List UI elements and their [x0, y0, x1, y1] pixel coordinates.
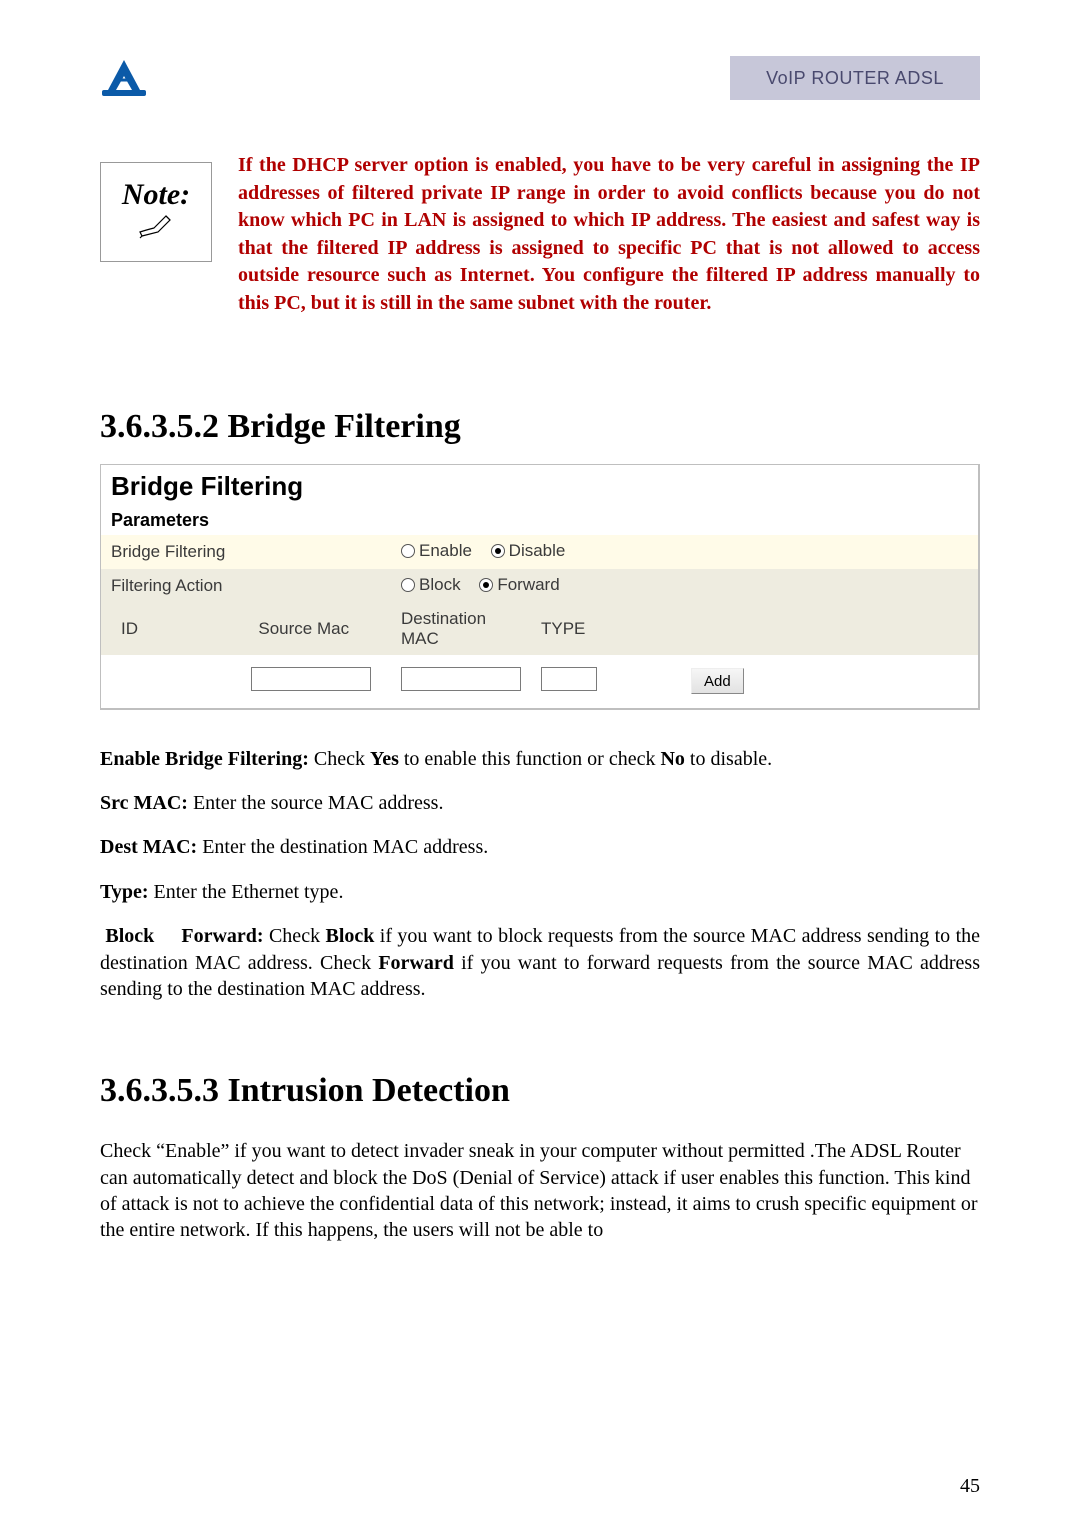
para-src-mac: Src MAC: Enter the source MAC address.	[100, 790, 980, 816]
hand-writing-icon	[136, 212, 176, 245]
panel-subtitle: Parameters	[101, 506, 978, 535]
row2-label: Filtering Action	[101, 569, 391, 603]
radio-disable[interactable]: Disable	[491, 541, 566, 561]
bridge-filtering-panel: Bridge Filtering Parameters Bridge Filte…	[100, 464, 980, 710]
para-enable-label: Enable Bridge Filtering:	[100, 748, 309, 770]
para-block-forward: Block Forward: Check Block if you want t…	[100, 923, 980, 1002]
note-icon: Note:	[100, 162, 212, 262]
hdr-dst: Destination MAC	[391, 603, 531, 655]
header-band: VoIP ROUTER ADSL	[730, 56, 980, 100]
destination-mac-input[interactable]	[401, 667, 521, 691]
radio-dot-icon	[401, 544, 415, 558]
para-dest-mac: Dest MAC: Enter the destination MAC addr…	[100, 834, 980, 860]
para-intrusion: Check “Enable” if you want to detect inv…	[100, 1138, 980, 1244]
hdr-src: Source Mac	[248, 613, 381, 645]
radio-forward[interactable]: Forward	[479, 575, 559, 595]
section-heading-intrusion: 3.6.3.5.3 Intrusion Detection	[100, 1072, 980, 1110]
note-icon-label: Note:	[122, 180, 190, 210]
radio-enable[interactable]: Enable	[401, 541, 472, 561]
type-input[interactable]	[541, 667, 597, 691]
hdr-type: TYPE	[531, 603, 681, 655]
para-type: Type: Enter the Ethernet type.	[100, 879, 980, 905]
hdr-id: ID	[111, 613, 248, 645]
header-title: VoIP ROUTER ADSL	[766, 68, 944, 89]
radio-enable-label: Enable	[419, 541, 472, 561]
radio-disable-label: Disable	[509, 541, 566, 561]
radio-forward-label: Forward	[497, 575, 559, 595]
add-button-label: Add	[704, 673, 731, 690]
panel-title: Bridge Filtering	[101, 465, 978, 506]
note-text: If the DHCP server option is enabled, yo…	[238, 152, 980, 318]
logo	[100, 56, 148, 104]
source-mac-input[interactable]	[251, 667, 371, 691]
section-heading-bridge: 3.6.3.5.2 Bridge Filtering	[100, 408, 980, 446]
add-button[interactable]: Add	[691, 668, 744, 694]
page-number: 45	[960, 1475, 980, 1498]
radio-dot-icon	[401, 578, 415, 592]
radio-block[interactable]: Block	[401, 575, 461, 595]
radio-dot-icon	[491, 544, 505, 558]
row1-label: Bridge Filtering	[101, 535, 391, 569]
para-enable: Enable Bridge Filtering: Check Yes to en…	[100, 746, 980, 772]
radio-block-label: Block	[419, 575, 461, 595]
radio-dot-icon	[479, 578, 493, 592]
